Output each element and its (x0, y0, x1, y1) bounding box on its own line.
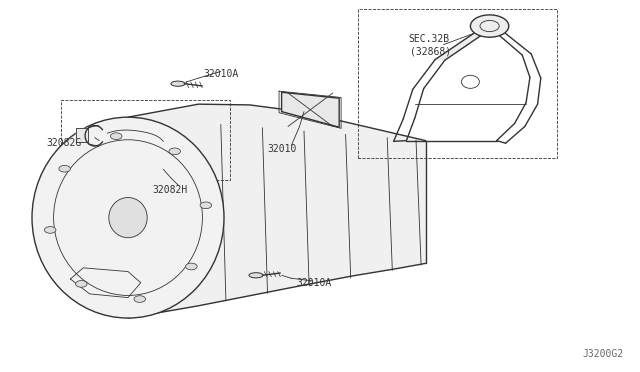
Text: (32868): (32868) (410, 46, 451, 56)
Text: SEC.32B: SEC.32B (408, 34, 449, 44)
Polygon shape (282, 92, 339, 127)
Text: 32082H: 32082H (152, 185, 188, 195)
Ellipse shape (59, 166, 70, 172)
Ellipse shape (109, 198, 147, 238)
Ellipse shape (470, 15, 509, 37)
Ellipse shape (200, 202, 212, 209)
Ellipse shape (32, 117, 224, 318)
Ellipse shape (76, 280, 87, 287)
Polygon shape (128, 104, 426, 318)
Ellipse shape (249, 273, 263, 278)
Ellipse shape (111, 133, 122, 140)
Ellipse shape (169, 148, 180, 155)
Ellipse shape (44, 227, 56, 233)
Text: 32010A: 32010A (203, 70, 239, 79)
Ellipse shape (186, 263, 197, 270)
Text: 32082G: 32082G (46, 138, 82, 148)
Ellipse shape (134, 296, 145, 302)
Polygon shape (70, 268, 141, 298)
Ellipse shape (171, 81, 185, 86)
Text: 32010: 32010 (267, 144, 296, 154)
Polygon shape (76, 128, 88, 142)
Text: 32010A: 32010A (296, 279, 332, 288)
Polygon shape (435, 33, 481, 60)
Text: J3200G2: J3200G2 (583, 349, 624, 359)
